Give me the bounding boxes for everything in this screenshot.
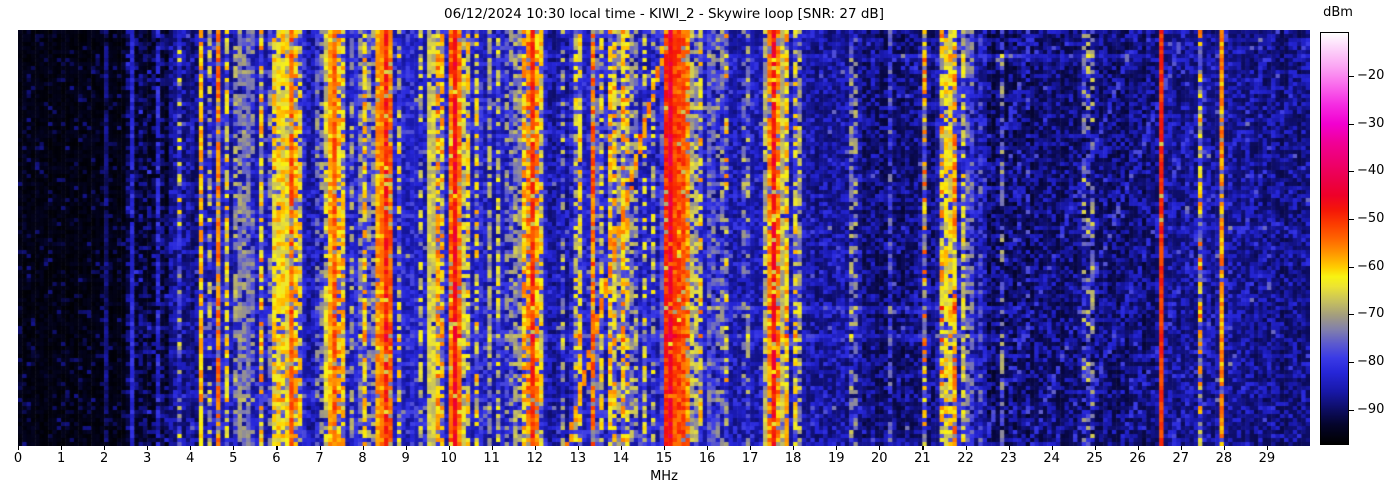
x-tick-mark [319,446,321,450]
x-tick-label: 5 [229,451,238,466]
x-tick-label: 26 [1129,451,1146,466]
x-tick-mark [1051,446,1053,450]
x-tick-mark [793,446,795,450]
colorbar-tick-label: −20 [1357,67,1385,83]
x-tick-label: 24 [1043,451,1060,466]
x-tick-label: 16 [698,451,716,466]
x-tick-mark [707,446,709,450]
x-tick-label: 29 [1258,451,1276,466]
x-tick-mark [233,446,235,450]
x-tick-mark [1137,446,1139,450]
colorbar-tick-label: −60 [1357,258,1385,274]
x-tick-mark [18,446,20,450]
x-tick-label: 27 [1172,451,1190,466]
x-tick-label: 23 [1000,451,1017,466]
x-tick-label: 18 [784,451,802,466]
x-tick-mark [1223,446,1226,450]
x-tick-mark [1180,446,1182,450]
x-tick-label: 21 [914,451,931,466]
x-tick-label: 1 [56,451,66,466]
x-tick-mark [1094,446,1096,450]
x-tick-mark [922,446,924,450]
colorbar-tick-label: −50 [1357,210,1385,226]
x-axis-label: MHz [650,469,678,484]
x-tick-mark [750,446,752,450]
x-tick-mark [448,446,450,450]
colorbar-tick-mark [1349,266,1354,268]
x-tick-label: 20 [871,451,888,466]
x-tick-label: 22 [957,451,974,466]
x-tick-label: 15 [655,451,673,466]
colorbar-tick-label: −40 [1357,163,1385,179]
x-tick-mark [620,446,623,450]
x-tick-label: 10 [440,451,457,466]
x-tick-mark [577,446,580,450]
x-tick-mark [879,446,881,450]
x-tick-mark [965,446,967,450]
x-tick-label: 28 [1215,451,1233,466]
x-tick-label: 6 [272,451,281,466]
x-tick-label: 13 [569,451,587,466]
x-tick-label: 12 [526,451,544,466]
colorbar-tick-mark [1349,75,1354,78]
x-tick-label: 17 [741,451,759,466]
colorbar-tick-mark [1349,362,1354,364]
colorbar-tick-label: −90 [1357,401,1385,417]
x-tick-label: 9 [401,451,410,466]
x-tick-mark [664,446,666,450]
x-tick-mark [104,446,106,450]
x-tick-mark [276,446,278,450]
x-tick-mark [405,446,407,450]
colorbar-tick-mark [1349,314,1354,316]
x-tick-label: 14 [612,451,630,466]
colorbar-tick-mark [1349,171,1354,173]
x-tick-label: 2 [99,451,109,466]
colorbar-gradient [1320,32,1349,445]
x-tick-label: 25 [1086,451,1103,466]
x-tick-mark [147,446,149,450]
colorbar-tick-label: −70 [1357,306,1385,322]
colorbar-tick-mark [1349,123,1354,125]
x-tick-label: 11 [483,451,500,466]
x-tick-label: 3 [143,451,152,466]
plot-title: 06/12/2024 10:30 local time - KIWI_2 - S… [444,6,884,22]
x-tick-mark [362,446,364,450]
spectrogram-heatmap [18,30,1310,446]
x-tick-mark [836,446,838,450]
x-tick-label: 0 [13,451,23,466]
x-tick-mark [190,446,192,450]
x-tick-label: 19 [828,451,845,466]
colorbar-tick-label: −30 [1357,115,1385,131]
colorbar-tick-label: −80 [1357,354,1385,369]
colorbar-unit-label: dBm [1323,5,1353,20]
colorbar-tick-mark [1349,218,1354,221]
x-tick-label: 4 [186,451,195,466]
x-tick-mark [1008,446,1010,450]
x-tick-mark [534,446,536,450]
x-tick-mark [61,446,63,450]
x-tick-label: 7 [315,451,324,466]
colorbar-tick-mark [1349,409,1354,411]
x-tick-label: 8 [358,451,367,466]
x-tick-mark [1266,446,1269,450]
x-tick-mark [491,446,493,450]
